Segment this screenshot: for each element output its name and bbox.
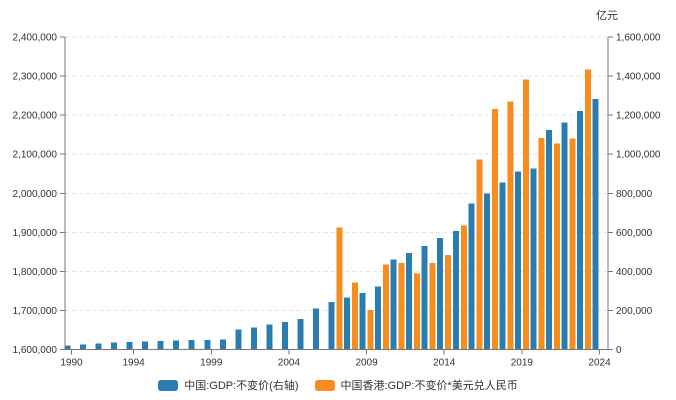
- bar-hk-gdp-2013[interactable]: [429, 262, 436, 350]
- bar-china-gdp-2024[interactable]: [592, 98, 599, 350]
- bar-hk-gdp-2022[interactable]: [569, 138, 576, 350]
- bar-hk-gdp-2011[interactable]: [398, 263, 405, 350]
- right-axis-tick-label: 1,600,000: [616, 33, 661, 44]
- bar-china-gdp-1997[interactable]: [173, 340, 180, 350]
- left-axis-tick-label: 1,900,000: [13, 228, 58, 239]
- bar-hk-gdp-2007[interactable]: [336, 227, 343, 350]
- legend-item-china-gdp[interactable]: 中国:GDP:不变价(右轴): [158, 377, 299, 393]
- bar-hk-gdp-2014[interactable]: [445, 254, 452, 350]
- right-axis-tick-label: 1,000,000: [616, 150, 661, 161]
- bar-china-gdp-2022[interactable]: [561, 122, 568, 350]
- bar-hk-gdp-2017[interactable]: [491, 108, 498, 350]
- x-axis-tick-label: 2004: [278, 358, 301, 369]
- bar-china-gdp-2010[interactable]: [375, 286, 382, 350]
- bar-china-gdp-1999[interactable]: [204, 339, 211, 350]
- right-axis-tick-label: 1,400,000: [616, 72, 661, 83]
- bar-china-gdp-2000[interactable]: [219, 339, 226, 350]
- bar-hk-gdp-2008[interactable]: [352, 282, 359, 350]
- bar-china-gdp-2019[interactable]: [514, 171, 521, 350]
- bar-hk-gdp-2012[interactable]: [414, 273, 421, 350]
- bar-china-gdp-2016[interactable]: [468, 203, 475, 350]
- left-axis-tick-label: 1,700,000: [13, 306, 58, 317]
- left-axis-tick-label: 2,400,000: [13, 33, 58, 44]
- left-axis-tick-label: 2,000,000: [13, 189, 58, 200]
- bar-china-gdp-1990[interactable]: [64, 345, 71, 350]
- legend-label-hk-gdp: 中国香港:GDP:不变价*美元兑人民币: [340, 380, 518, 392]
- left-axis-tick-label: 2,100,000: [13, 150, 58, 161]
- left-axis-tick-label: 2,200,000: [13, 111, 58, 122]
- bar-hk-gdp-2015[interactable]: [460, 225, 467, 350]
- bar-china-gdp-1998[interactable]: [188, 340, 195, 350]
- x-axis-tick-label: 2024: [588, 358, 611, 369]
- bar-hk-gdp-2021[interactable]: [553, 143, 560, 350]
- bar-china-gdp-2018[interactable]: [499, 182, 506, 350]
- bar-china-gdp-1996[interactable]: [157, 341, 164, 350]
- x-axis-tick-label: 1994: [122, 358, 145, 369]
- x-axis-tick-label: 2009: [355, 358, 378, 369]
- bar-china-gdp-2005[interactable]: [297, 319, 304, 350]
- bar-hk-gdp-2018[interactable]: [507, 101, 514, 350]
- bar-hk-gdp-2010[interactable]: [383, 264, 390, 350]
- bar-hk-gdp-2009[interactable]: [367, 310, 374, 350]
- bar-china-gdp-2020[interactable]: [530, 168, 537, 350]
- bar-china-gdp-1994[interactable]: [126, 341, 133, 350]
- right-axis-tick-label: 200,000: [616, 306, 653, 317]
- bar-china-gdp-2017[interactable]: [483, 193, 490, 350]
- left-axis-tick-label: 1,600,000: [13, 345, 58, 356]
- bar-china-gdp-2015[interactable]: [452, 230, 459, 350]
- bar-china-gdp-2014[interactable]: [437, 238, 444, 350]
- bar-hk-gdp-2016[interactable]: [476, 159, 483, 350]
- bar-hk-gdp-2023[interactable]: [584, 69, 591, 350]
- right-axis-tick-label: 400,000: [616, 267, 653, 278]
- right-axis-tick-label: 0: [616, 345, 622, 356]
- bar-china-gdp-2012[interactable]: [406, 253, 413, 350]
- legend-item-hk-gdp[interactable]: 中国香港:GDP:不变价*美元兑人民币: [314, 377, 518, 393]
- right-axis-tick-label: 600,000: [616, 228, 653, 239]
- bar-china-gdp-1992[interactable]: [95, 343, 102, 350]
- bar-china-gdp-2006[interactable]: [312, 308, 319, 350]
- legend-swatch-hk-gdp: [314, 379, 335, 391]
- bar-china-gdp-1993[interactable]: [111, 342, 118, 350]
- bar-china-gdp-2021[interactable]: [545, 129, 552, 350]
- right-axis-tick-label: 1,200,000: [616, 111, 661, 122]
- bar-china-gdp-2002[interactable]: [250, 327, 257, 350]
- x-axis-tick-label: 2014: [433, 358, 456, 369]
- left-axis-tick-label: 1,800,000: [13, 267, 58, 278]
- legend: 中国:GDP:不变价(右轴) 中国香港:GDP:不变价*美元兑人民币: [0, 374, 676, 396]
- right-axis-tick-label: 800,000: [616, 189, 653, 200]
- bar-china-gdp-2007[interactable]: [328, 302, 335, 350]
- x-axis-tick-label: 1990: [60, 358, 83, 369]
- bar-china-gdp-2003[interactable]: [266, 324, 273, 350]
- bar-china-gdp-2009[interactable]: [359, 292, 366, 350]
- bar-china-gdp-2023[interactable]: [576, 111, 583, 350]
- bar-hk-gdp-2020[interactable]: [538, 137, 545, 350]
- bar-china-gdp-2011[interactable]: [390, 259, 397, 350]
- bar-china-gdp-2004[interactable]: [281, 321, 288, 350]
- x-axis-tick-label: 1999: [200, 358, 223, 369]
- bar-hk-gdp-2019[interactable]: [522, 79, 529, 350]
- left-axis-tick-label: 2,300,000: [13, 72, 58, 83]
- right-axis-unit-label: 亿元: [596, 10, 618, 22]
- x-axis-tick-label: 2019: [511, 358, 534, 369]
- legend-label-china-gdp: 中国:GDP:不变价(右轴): [184, 380, 299, 392]
- bar-china-gdp-1995[interactable]: [142, 341, 149, 350]
- bar-china-gdp-2008[interactable]: [344, 297, 351, 350]
- bar-china-gdp-2001[interactable]: [235, 329, 242, 350]
- bar-china-gdp-1991[interactable]: [80, 344, 87, 350]
- legend-swatch-china-gdp: [158, 379, 179, 391]
- bar-china-gdp-2013[interactable]: [421, 245, 428, 350]
